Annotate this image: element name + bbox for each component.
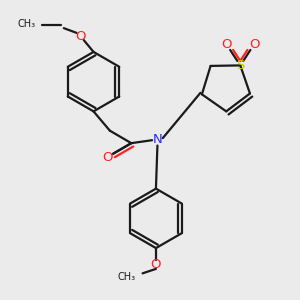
- Text: O: O: [102, 151, 113, 164]
- Text: S: S: [236, 59, 244, 72]
- Text: N: N: [153, 133, 162, 146]
- Text: O: O: [221, 38, 232, 50]
- Text: CH₃: CH₃: [17, 19, 36, 29]
- Text: O: O: [75, 30, 86, 43]
- Text: O: O: [151, 258, 161, 271]
- Text: CH₃: CH₃: [117, 272, 135, 282]
- Text: O: O: [249, 38, 260, 50]
